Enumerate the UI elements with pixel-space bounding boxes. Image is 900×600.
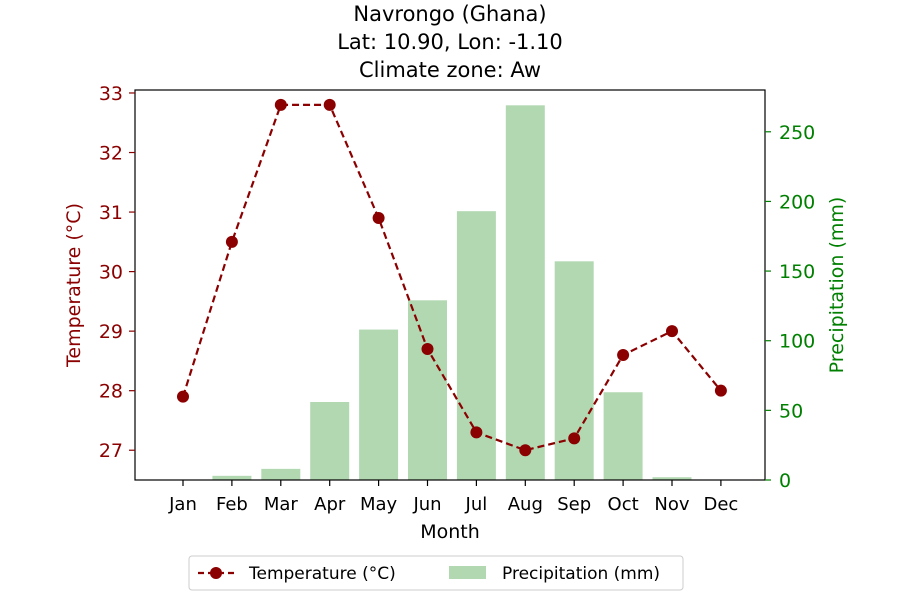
precipitation-bar-jun: [408, 300, 447, 480]
x-tick-label: Feb: [216, 494, 248, 515]
legend-precipitation-label: Precipitation (mm): [502, 564, 660, 584]
chart-title: Navrongo (Ghana) Lat: 10.90, Lon: -1.10 …: [337, 2, 563, 82]
title-line-3: Climate zone: Aw: [359, 58, 541, 82]
temperature-point-jan: [177, 390, 189, 403]
precipitation-bars: [212, 105, 692, 481]
right-tick-label: 150: [779, 261, 815, 283]
legend-temperature-label: Temperature (°C): [248, 564, 396, 584]
x-tick-label: Jun: [412, 494, 441, 515]
precipitation-bar-nov: [652, 477, 692, 480]
left-tick-label: 30: [99, 262, 123, 284]
left-axis-ticks: 27 28 29 30 31 32 33: [99, 83, 135, 462]
right-tick-label: 0: [779, 470, 791, 492]
x-axis-ticks: Jan Feb Mar Apr May Jun Jul Aug Sep Oct Nov Dec: [168, 480, 738, 515]
plot-frame: [134, 89, 766, 481]
left-tick-label: 32: [99, 143, 123, 165]
title-line-2: Lat: 10.90, Lon: -1.10: [337, 30, 563, 54]
legend: Temperature (°C) Precipitation (mm): [188, 555, 684, 591]
right-axis-label: Precipitation (mm): [826, 197, 848, 374]
x-tick-label: Mar: [264, 494, 299, 515]
temperature-point-oct: [617, 348, 630, 361]
x-tick-label: Dec: [703, 494, 738, 515]
left-tick-label: 29: [99, 321, 123, 343]
temperature-point-feb: [225, 235, 238, 248]
right-tick-label: 200: [779, 191, 815, 213]
precipitation-bar-mar: [261, 468, 301, 480]
left-tick-label: 28: [99, 381, 123, 403]
temperature-point-dec: [714, 384, 727, 397]
left-tick-label: 31: [99, 202, 123, 224]
precipitation-bar-feb: [212, 475, 252, 480]
precipitation-bar-sep: [554, 261, 594, 480]
precipitation-bar-aug: [505, 105, 545, 481]
x-tick-label: Sep: [557, 494, 591, 515]
temperature-point-jun: [421, 343, 434, 356]
x-tick-label: Aug: [508, 494, 543, 515]
left-tick-label: 27: [99, 440, 123, 462]
left-axis-label: Temperature (°C): [63, 203, 85, 368]
right-axis-ticks: 0 50 100 150 200 250: [765, 122, 815, 492]
temperature-point-sep: [568, 432, 581, 445]
x-axis-label: Month: [420, 521, 480, 543]
precipitation-bar-jul: [456, 211, 496, 480]
temperature-line: [177, 98, 727, 457]
temperature-point-jul: [470, 426, 483, 439]
legend-precipitation-swatch-icon: [449, 566, 486, 579]
x-tick-label: May: [360, 494, 398, 515]
legend-box: [188, 555, 684, 591]
title-line-1: Navrongo (Ghana): [353, 2, 546, 26]
temperature-point-nov: [666, 325, 678, 338]
precipitation-bar-apr: [310, 402, 350, 480]
temperature-point-apr: [323, 98, 336, 111]
temperature-series-line: [181, 103, 722, 452]
precipitation-bar-oct: [603, 392, 643, 480]
x-tick-label: Jul: [465, 494, 488, 515]
x-tick-label: Nov: [654, 494, 689, 515]
temperature-point-mar: [274, 98, 287, 111]
x-tick-label: Oct: [608, 494, 639, 515]
right-tick-label: 100: [779, 331, 815, 353]
right-tick-label: 250: [779, 122, 815, 144]
right-tick-label: 50: [779, 400, 803, 422]
x-tick-label: Jan: [168, 494, 197, 515]
temperature-point-aug: [519, 444, 532, 457]
legend-temperature-marker-icon: [210, 567, 222, 579]
x-tick-label: Apr: [314, 494, 346, 515]
left-tick-label: 33: [99, 83, 123, 105]
precipitation-bar-may: [359, 329, 399, 480]
temperature-point-may: [372, 212, 385, 225]
